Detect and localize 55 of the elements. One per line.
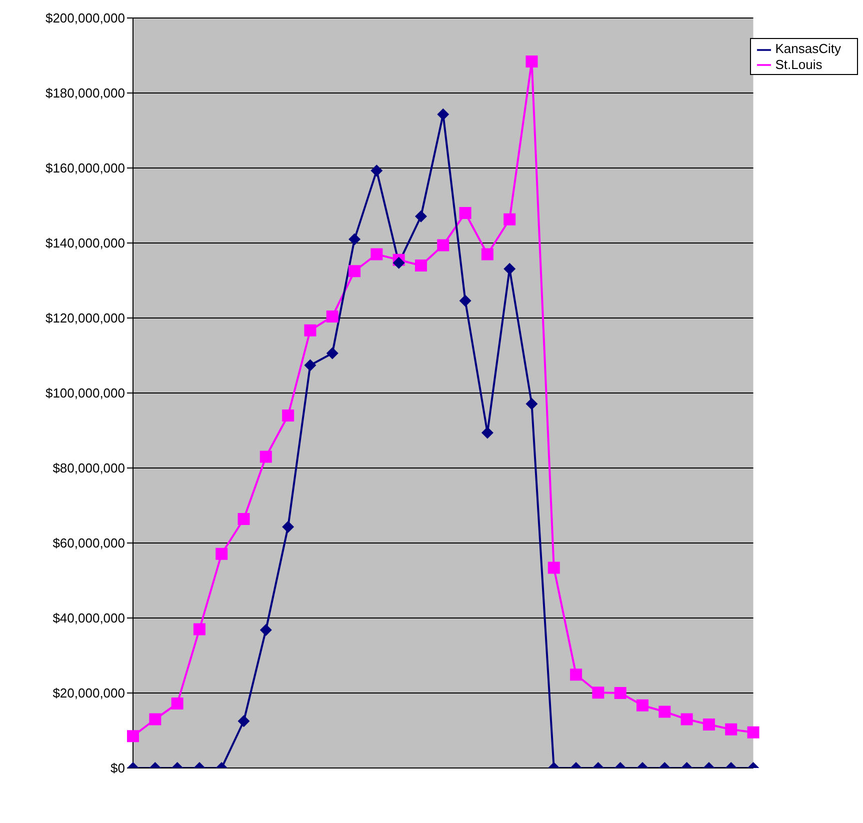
point [326, 310, 338, 322]
point [282, 520, 294, 533]
point [304, 359, 316, 372]
point [459, 207, 472, 219]
point [459, 294, 472, 307]
y-tick-label: $120,000,000 [45, 310, 125, 326]
point [481, 426, 494, 439]
point [504, 213, 516, 226]
y-tick-label: $0 [110, 760, 125, 776]
point [725, 723, 738, 736]
point [260, 450, 272, 463]
point [238, 513, 250, 525]
point [414, 210, 427, 222]
legend-label: KansasCity [775, 41, 841, 56]
point [437, 239, 450, 252]
point [548, 562, 560, 574]
point [614, 687, 626, 699]
point [392, 256, 405, 269]
y-tick-label: $160,000,000 [45, 160, 125, 176]
point [414, 260, 427, 272]
y-tick-label: $40,000,000 [52, 610, 125, 626]
y-tick-label: $180,000,000 [45, 86, 125, 101]
point [370, 248, 383, 260]
point [680, 713, 693, 726]
y-tick-label: $100,000,000 [45, 386, 125, 401]
legend-label: St.Louis [775, 56, 822, 72]
y-tick-label: $80,000,000 [52, 460, 125, 476]
y-tick-label: $140,000,000 [45, 236, 125, 251]
point [171, 698, 184, 710]
point [526, 56, 538, 68]
point [481, 248, 494, 260]
point [127, 730, 139, 742]
point [504, 262, 516, 275]
point [260, 624, 272, 636]
point [592, 686, 604, 699]
y-tick-label: $200,000,000 [45, 10, 125, 26]
point [238, 715, 250, 728]
point [370, 164, 383, 177]
point [326, 347, 338, 360]
point [526, 398, 538, 410]
point [193, 623, 206, 636]
point [216, 548, 228, 560]
point [702, 718, 715, 730]
point [348, 265, 361, 278]
point [437, 108, 450, 120]
y-tick-label: $60,000,000 [52, 536, 125, 551]
point [747, 726, 760, 738]
point [348, 233, 361, 246]
point [570, 668, 582, 681]
point [658, 706, 671, 718]
point [282, 410, 294, 422]
point [636, 699, 648, 712]
point [149, 713, 162, 726]
y-tick-label: $20,000,000 [52, 686, 125, 701]
point [304, 324, 316, 336]
